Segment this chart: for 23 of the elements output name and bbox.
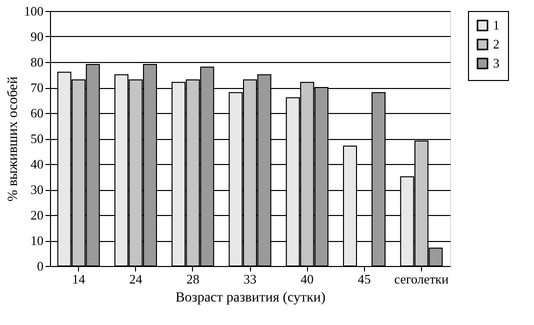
x-tick-label: 28 bbox=[186, 272, 200, 286]
x-axis-title: Возраст развития (сутки) bbox=[175, 290, 326, 306]
y-tick-label: 40 bbox=[30, 156, 44, 172]
x-tick-label: 24 bbox=[129, 272, 143, 286]
legend-label: 1 bbox=[493, 18, 500, 32]
x-tick-label: 33 bbox=[244, 272, 256, 286]
y-tick-label: 30 bbox=[30, 182, 44, 197]
x-tick-label: 40 bbox=[300, 272, 314, 286]
y-tick-label: 60 bbox=[30, 106, 44, 120]
x-tick-label: сеголетки bbox=[394, 272, 449, 286]
x-tick-label: 45 bbox=[358, 272, 371, 286]
legend-label: 2 bbox=[493, 36, 500, 52]
y-tick-label: 100 bbox=[24, 4, 44, 18]
x-tick-label: 14 bbox=[72, 272, 86, 286]
legend-label: 3 bbox=[493, 56, 500, 70]
y-tick-label: 50 bbox=[30, 131, 44, 146]
y-axis-title: % выживших особей bbox=[6, 76, 21, 202]
y-tick-label: 0 bbox=[37, 258, 44, 274]
y-tick-label: 20 bbox=[30, 208, 44, 222]
y-tick-label: 80 bbox=[30, 54, 44, 70]
y-tick-label: 10 bbox=[30, 233, 44, 248]
y-tick-label: 70 bbox=[30, 80, 44, 95]
y-tick-label: 90 bbox=[30, 29, 44, 44]
